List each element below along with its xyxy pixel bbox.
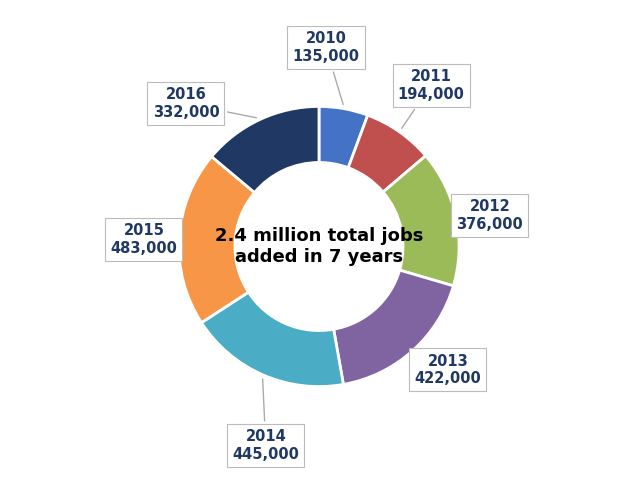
- Text: 2.4 million total jobs
added in 7 years: 2.4 million total jobs added in 7 years: [215, 227, 423, 266]
- Wedge shape: [202, 292, 343, 387]
- Text: 2013
422,000: 2013 422,000: [415, 353, 481, 386]
- Wedge shape: [348, 115, 426, 192]
- Wedge shape: [319, 106, 367, 168]
- Text: 2015
483,000: 2015 483,000: [110, 223, 177, 256]
- Text: 2016
332,000: 2016 332,000: [152, 87, 256, 120]
- Text: 2012
376,000: 2012 376,000: [457, 200, 523, 232]
- Text: 2014
445,000: 2014 445,000: [232, 379, 299, 461]
- Wedge shape: [179, 157, 255, 322]
- Text: 2011
194,000: 2011 194,000: [397, 69, 464, 128]
- Wedge shape: [383, 156, 459, 286]
- Wedge shape: [334, 270, 454, 385]
- Text: 2010
135,000: 2010 135,000: [292, 32, 359, 105]
- Wedge shape: [212, 106, 319, 193]
